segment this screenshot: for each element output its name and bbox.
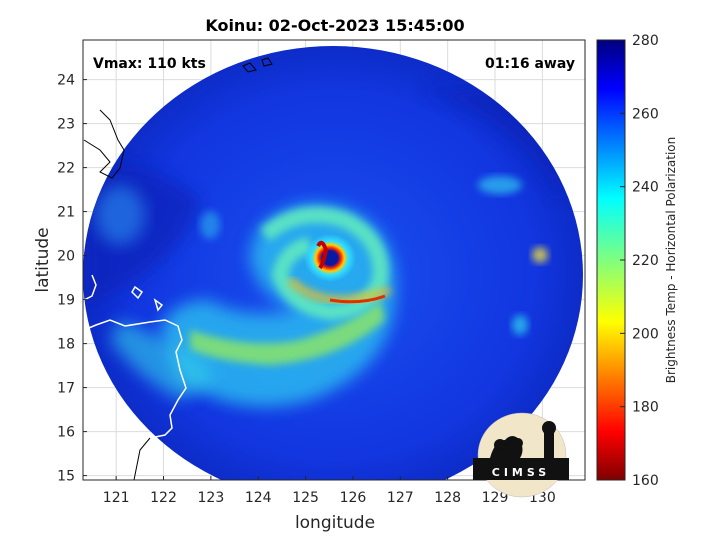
colorbar-tick-label: 260 (632, 106, 659, 122)
y-tick-label: 17 (57, 381, 75, 397)
colorbar-tick-label: 180 (632, 400, 659, 416)
y-tick-label: 18 (57, 337, 75, 353)
y-tick-label: 19 (57, 293, 75, 309)
colorbar-tick-label: 240 (632, 180, 659, 196)
x-tick-label: 129 (482, 490, 509, 506)
colorbar: 280 260 240 220 200 180 160 Brightness Temp - … (596, 33, 678, 489)
y-tick-label: 23 (57, 117, 75, 133)
y-tick-label: 24 (57, 73, 75, 89)
x-tick-label: 125 (292, 490, 319, 506)
y-tick-label: 15 (57, 469, 75, 485)
y-tick-label: 22 (57, 161, 75, 177)
colorbar-label: Brightness Temp - Horizontal Polarizatio… (664, 137, 678, 384)
colorbar-tick-label: 200 (632, 326, 659, 342)
x-tick-label: 127 (387, 490, 414, 506)
coastlines (83, 57, 273, 480)
colorbar-tick-label: 160 (632, 473, 659, 489)
time-away-label: 01:16 away (485, 56, 575, 72)
x-axis-label: longitude (295, 513, 375, 533)
colorbar-tick-label: 220 (632, 253, 659, 269)
x-tick-label: 122 (150, 490, 177, 506)
colorbar-tick-label: 280 (632, 33, 659, 49)
cimss-logo: CIMSS (473, 412, 569, 498)
vmax-label: Vmax: 110 kts (93, 56, 206, 72)
x-tick-label: 128 (434, 490, 461, 506)
y-tick-label: 20 (57, 249, 75, 265)
axes-frame (82, 39, 586, 481)
logo-text: CIMSS (492, 466, 550, 479)
x-tick-label: 123 (198, 490, 225, 506)
x-tick-label: 124 (245, 490, 272, 506)
x-tick-label: 121 (103, 490, 130, 506)
y-axis: 24 23 22 21 20 19 18 17 16 15 (57, 73, 87, 485)
x-tick-label: 126 (340, 490, 367, 506)
y-axis-label: latitude (33, 227, 53, 292)
eyewall (304, 234, 356, 282)
chart-title: Koinu: 02-Oct-2023 15:45:00 (205, 16, 464, 35)
y-tick-label: 21 (57, 205, 75, 221)
y-tick-label: 16 (57, 425, 75, 441)
